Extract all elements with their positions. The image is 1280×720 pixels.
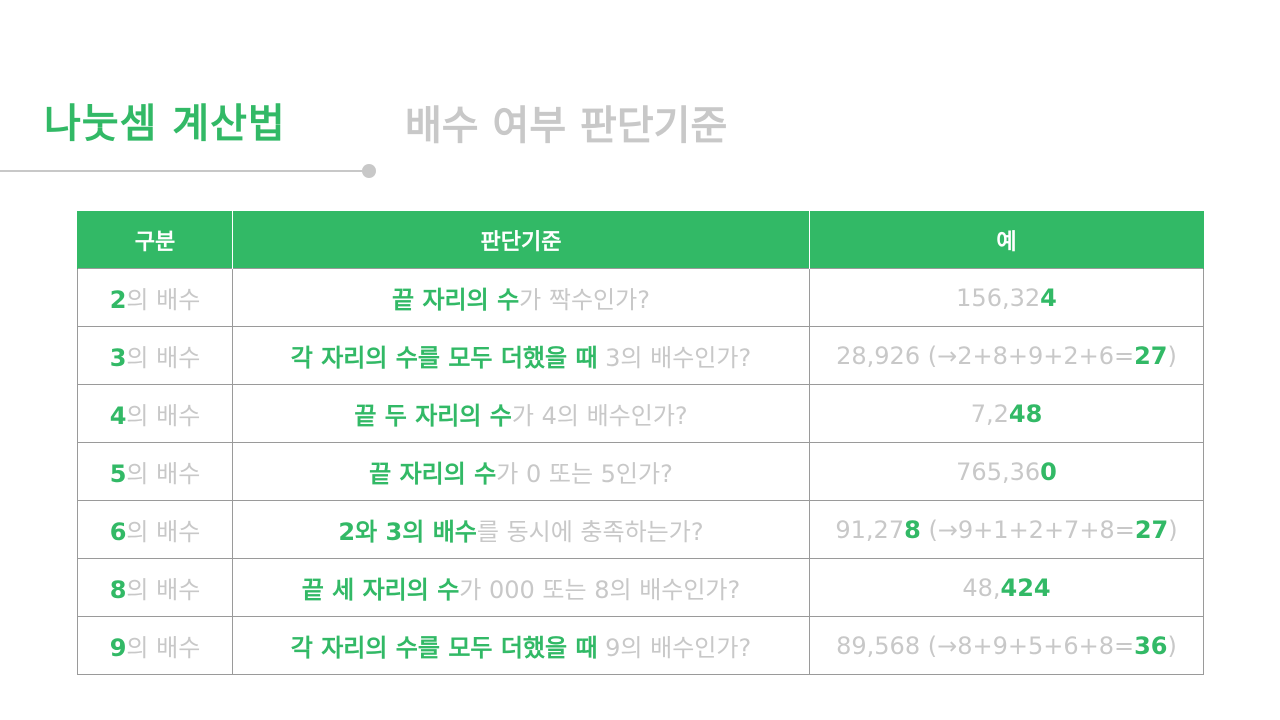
category-label: 의 배수 bbox=[126, 344, 201, 372]
example-cell: 89,568 (→8+9+5+6+8=36) bbox=[809, 616, 1204, 675]
criterion-cell: 각 자리의 수를 모두 더했을 때 9의 배수인가? bbox=[232, 616, 810, 675]
category-cell: 6의 배수 bbox=[77, 500, 233, 559]
divider-dot bbox=[362, 164, 376, 178]
example-number: 156,32 bbox=[956, 283, 1041, 312]
criterion-text: 3의 배수인가? bbox=[597, 344, 752, 372]
multiples-criteria-table: 구분 판단기준 예 2의 배수 끝 자리의 수가 짝수인가? 156,324 3… bbox=[77, 211, 1204, 675]
example-close: ) bbox=[1167, 341, 1177, 370]
criterion-cell: 끝 자리의 수가 0 또는 5인가? bbox=[232, 442, 810, 501]
criterion-highlight: 각 자리의 수를 모두 더했을 때 bbox=[290, 344, 598, 372]
criterion-text: 가 짝수인가? bbox=[519, 286, 650, 314]
example-total: 27 bbox=[1134, 341, 1168, 370]
criterion-cell: 2와 3의 배수를 동시에 충족하는가? bbox=[232, 500, 810, 559]
example-total: 27 bbox=[1134, 515, 1169, 544]
category-cell: 5의 배수 bbox=[77, 442, 233, 501]
criterion-cell: 끝 자리의 수가 짝수인가? bbox=[232, 268, 810, 327]
category-label: 의 배수 bbox=[126, 402, 201, 430]
table-row: 9의 배수 각 자리의 수를 모두 더했을 때 9의 배수인가? 89,568 … bbox=[77, 616, 1204, 675]
category-number: 6 bbox=[109, 518, 127, 546]
table-row: 3의 배수 각 자리의 수를 모두 더했을 때 3의 배수인가? 28,926 … bbox=[77, 326, 1204, 385]
criterion-highlight: 끝 자리의 수 bbox=[392, 286, 520, 314]
column-header-criterion: 판단기준 bbox=[232, 211, 810, 269]
category-label: 의 배수 bbox=[126, 518, 201, 546]
criterion-cell: 끝 세 자리의 수가 000 또는 8의 배수인가? bbox=[232, 558, 810, 617]
example-highlight: 8 bbox=[904, 515, 921, 544]
criterion-text: 를 동시에 충족하는가? bbox=[476, 518, 704, 546]
example-cell: 48,424 bbox=[809, 558, 1204, 617]
category-cell: 3의 배수 bbox=[77, 326, 233, 385]
example-highlight: 424 bbox=[1000, 573, 1051, 602]
criterion-text: 9의 배수인가? bbox=[597, 634, 752, 662]
example-close: ) bbox=[1168, 515, 1178, 544]
table-header-row: 구분 판단기준 예 bbox=[77, 211, 1204, 269]
column-header-category: 구분 bbox=[77, 211, 233, 269]
criterion-text: 가 0 또는 5인가? bbox=[496, 460, 673, 488]
category-label: 의 배수 bbox=[126, 286, 201, 314]
example-highlight: 0 bbox=[1040, 457, 1057, 486]
example-cell: 91,278 (→9+1+2+7+8=27) bbox=[809, 500, 1204, 559]
column-header-example: 예 bbox=[809, 211, 1204, 269]
category-number: 4 bbox=[109, 402, 127, 430]
example-number: 48, bbox=[962, 573, 1001, 602]
table-row: 6의 배수 2와 3의 배수를 동시에 충족하는가? 91,278 (→9+1+… bbox=[77, 500, 1204, 559]
example-number: 7,2 bbox=[970, 399, 1009, 428]
criterion-highlight: 2와 3의 배수 bbox=[338, 518, 477, 546]
divider-line bbox=[0, 170, 370, 172]
category-cell: 2의 배수 bbox=[77, 268, 233, 327]
example-sum: (→8+9+5+6+8= bbox=[920, 631, 1135, 660]
table-row: 2의 배수 끝 자리의 수가 짝수인가? 156,324 bbox=[77, 268, 1204, 327]
table-row: 8의 배수 끝 세 자리의 수가 000 또는 8의 배수인가? 48,424 bbox=[77, 558, 1204, 617]
example-highlight: 4 bbox=[1040, 283, 1057, 312]
criterion-highlight: 끝 두 자리의 수 bbox=[354, 402, 512, 430]
example-close: ) bbox=[1167, 631, 1177, 660]
category-label: 의 배수 bbox=[126, 634, 201, 662]
example-number: 89,568 bbox=[836, 631, 921, 660]
category-label: 의 배수 bbox=[126, 576, 201, 604]
criterion-highlight: 각 자리의 수를 모두 더했을 때 bbox=[290, 634, 598, 662]
criterion-cell: 각 자리의 수를 모두 더했을 때 3의 배수인가? bbox=[232, 326, 810, 385]
category-number: 2 bbox=[109, 286, 127, 314]
category-label: 의 배수 bbox=[126, 460, 201, 488]
example-cell: 765,360 bbox=[809, 442, 1204, 501]
criterion-highlight: 끝 자리의 수 bbox=[369, 460, 497, 488]
example-cell: 156,324 bbox=[809, 268, 1204, 327]
category-number: 9 bbox=[109, 634, 127, 662]
category-cell: 4의 배수 bbox=[77, 384, 233, 443]
example-cell: 28,926 (→2+8+9+2+6=27) bbox=[809, 326, 1204, 385]
example-number: 28,926 bbox=[836, 341, 921, 370]
criterion-cell: 끝 두 자리의 수가 4의 배수인가? bbox=[232, 384, 810, 443]
category-cell: 8의 배수 bbox=[77, 558, 233, 617]
page-subtitle: 배수 여부 판단기준 bbox=[405, 103, 728, 149]
criterion-highlight: 끝 세 자리의 수 bbox=[301, 576, 460, 604]
category-number: 5 bbox=[109, 460, 127, 488]
table-row: 4의 배수 끝 두 자리의 수가 4의 배수인가? 7,248 bbox=[77, 384, 1204, 443]
example-total: 36 bbox=[1134, 631, 1168, 660]
category-cell: 9의 배수 bbox=[77, 616, 233, 675]
category-number: 8 bbox=[109, 576, 127, 604]
example-sum: (→2+8+9+2+6= bbox=[920, 341, 1135, 370]
example-cell: 7,248 bbox=[809, 384, 1204, 443]
example-highlight: 48 bbox=[1008, 399, 1043, 428]
page-title: 나눗셈 계산법 bbox=[44, 101, 286, 147]
table-row: 5의 배수 끝 자리의 수가 0 또는 5인가? 765,360 bbox=[77, 442, 1204, 501]
criterion-text: 가 4의 배수인가? bbox=[511, 402, 688, 430]
example-number: 765,36 bbox=[956, 457, 1041, 486]
example-sum: (→9+1+2+7+8= bbox=[920, 515, 1135, 544]
example-number: 91,27 bbox=[835, 515, 905, 544]
category-number: 3 bbox=[109, 344, 127, 372]
criterion-text: 가 000 또는 8의 배수인가? bbox=[459, 576, 741, 604]
